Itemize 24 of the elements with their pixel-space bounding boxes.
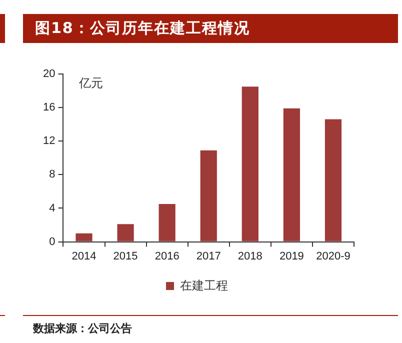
x-tick-label: 2020-9	[316, 250, 350, 262]
x-tick-label: 2016	[154, 250, 180, 262]
y-tick-label: 8	[49, 168, 56, 181]
bar	[200, 150, 217, 242]
x-tick-label: 2019	[279, 250, 304, 262]
legend-label: 在建工程	[180, 278, 228, 292]
source-note: 数据来源：公司公告	[33, 321, 132, 336]
x-tick-label: 2018	[238, 250, 262, 262]
x-tick-label: 2017	[196, 250, 221, 262]
y-tick-label: 12	[42, 135, 56, 148]
bar	[158, 204, 176, 242]
y-tick-label: 4	[49, 202, 56, 214]
y-tick-label: 16	[42, 102, 56, 114]
y-axis-title: 亿元	[78, 76, 104, 90]
bar	[117, 224, 134, 242]
y-tick-label: 0	[49, 236, 56, 248]
bar	[324, 119, 342, 242]
x-tick-label: 2015	[113, 250, 138, 262]
y-tick-label: 20	[42, 68, 56, 80]
bar	[76, 233, 92, 242]
bar	[242, 86, 258, 242]
bar	[283, 108, 300, 242]
chart-title: 图18：公司历年在建工程情况	[23, 14, 398, 43]
x-tick-label: 2014	[72, 250, 96, 262]
